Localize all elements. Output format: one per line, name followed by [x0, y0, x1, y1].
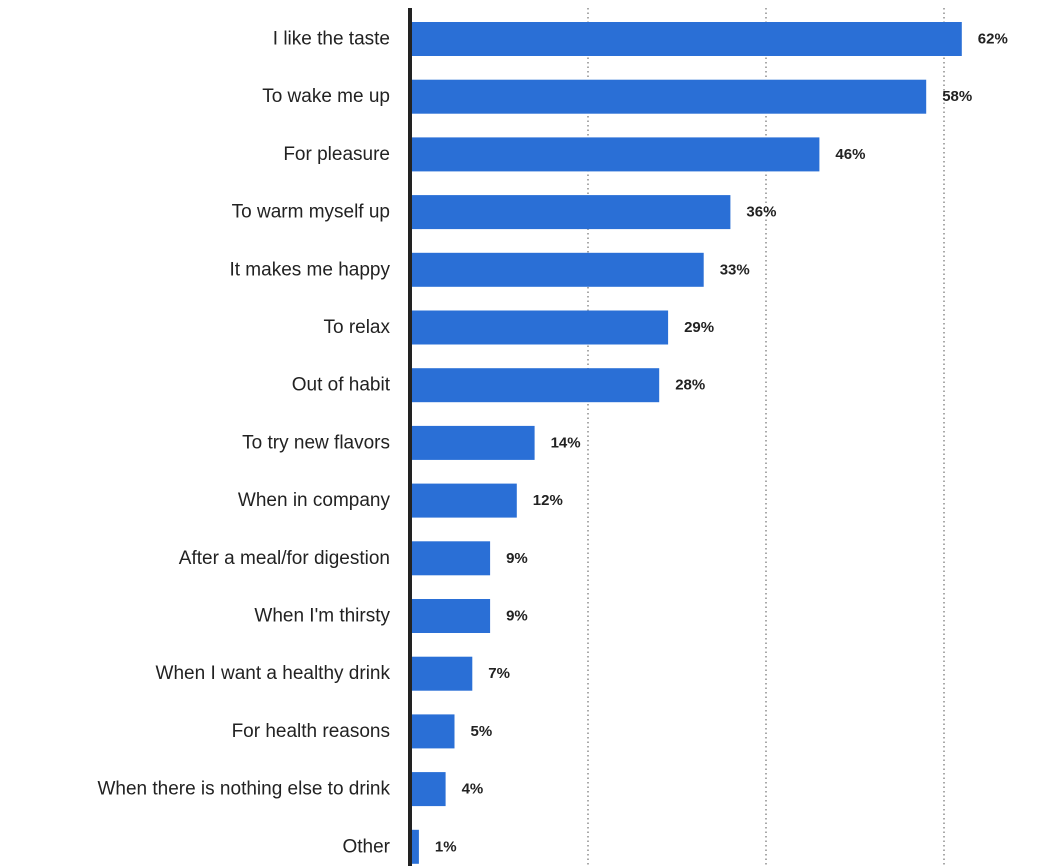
value-label-9: 12% [533, 492, 563, 509]
bar-11 [410, 599, 491, 633]
bar-2 [410, 79, 927, 114]
bar-13 [410, 714, 455, 749]
gridlines [587, 8, 945, 866]
bar-9 [410, 483, 517, 518]
value-label-8: 14% [551, 434, 581, 451]
category-label-6: To relax [323, 317, 390, 338]
value-label-2: 58% [942, 88, 972, 105]
value-label-11: 9% [506, 608, 528, 625]
category-label-15: Other [342, 836, 390, 857]
value-label-6: 29% [684, 319, 714, 336]
category-label-12: When I want a healthy drink [156, 663, 391, 684]
category-label-2: To wake me up [262, 86, 390, 107]
category-label-5: It makes me happy [229, 259, 390, 280]
value-label-13: 5% [471, 723, 493, 740]
bars [410, 22, 962, 864]
category-label-7: Out of habit [292, 375, 391, 396]
category-label-4: To warm myself up [232, 202, 390, 223]
bar-15 [410, 829, 419, 864]
category-label-9: When in company [238, 490, 391, 511]
value-label-12: 7% [488, 665, 510, 682]
value-label-14: 4% [462, 781, 484, 798]
value-label-3: 46% [835, 146, 865, 163]
bar-1 [410, 22, 962, 56]
value-label-15: 1% [435, 838, 457, 855]
value-label-1: 62% [978, 31, 1008, 48]
category-label-11: When I'm thirsty [254, 606, 390, 627]
bar-12 [410, 656, 473, 691]
value-label-5: 33% [720, 261, 750, 278]
category-label-14: When there is nothing else to drink [97, 779, 390, 800]
bar-4 [410, 195, 731, 230]
category-label-13: For health reasons [232, 721, 390, 742]
bar-7 [410, 368, 660, 403]
category-labels: I like the taste To wake me up For pleasur… [97, 29, 390, 858]
bar-5 [410, 252, 704, 287]
bar-14 [410, 772, 446, 807]
value-label-10: 9% [506, 550, 528, 567]
category-label-1: I like the taste [273, 29, 390, 50]
category-label-3: For pleasure [283, 144, 390, 165]
bar-6 [410, 310, 669, 345]
category-label-8: To try new flavors [242, 432, 390, 453]
bar-10 [410, 541, 491, 576]
bar-3 [410, 137, 820, 172]
value-label-4: 36% [746, 204, 776, 221]
value-labels: 62% 58% 46% 36% 33% 29% 28% 14% 12% 9% 9% 7% 5% 4% 1% [435, 31, 1008, 856]
bar-8 [410, 425, 535, 460]
value-label-7: 28% [675, 377, 705, 394]
category-label-10: After a meal/for digestion [179, 548, 390, 569]
